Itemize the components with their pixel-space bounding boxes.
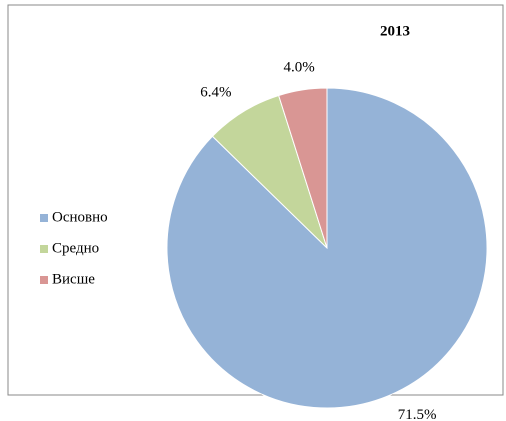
legend-swatch <box>40 214 48 222</box>
legend-swatch <box>40 245 48 253</box>
chart-title: 2013 <box>380 23 410 39</box>
data-label: 6.4% <box>200 85 231 101</box>
legend-label: Висше <box>52 271 95 287</box>
data-label: 4.0% <box>284 60 315 76</box>
legend-swatch <box>40 276 48 284</box>
legend-label: Средно <box>52 240 99 256</box>
pie-slice <box>278 87 328 249</box>
data-label: 71.5% <box>398 407 437 421</box>
legend-label: Основно <box>52 209 108 225</box>
